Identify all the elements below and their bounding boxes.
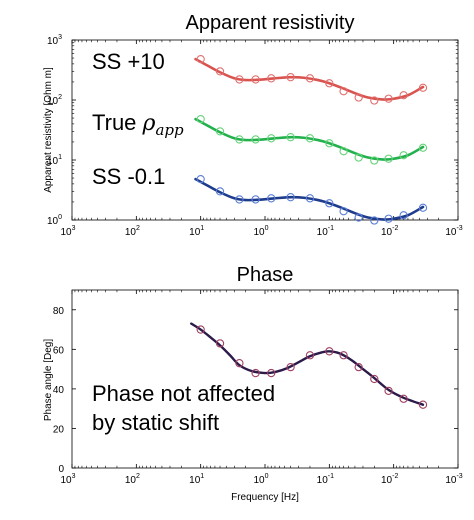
data-point xyxy=(325,347,334,356)
data-point xyxy=(325,199,334,208)
y-tick-label: 20 xyxy=(53,424,65,435)
data-point xyxy=(251,195,260,204)
data-point xyxy=(399,211,408,220)
data-point xyxy=(286,133,295,142)
data-point xyxy=(418,203,428,212)
data-point xyxy=(215,127,225,136)
data-point xyxy=(384,94,393,103)
x-tick-label: 10-3 xyxy=(445,473,462,486)
data-point xyxy=(286,73,295,82)
y-tick-label: 103 xyxy=(47,34,62,47)
data-point xyxy=(370,96,379,105)
data-point xyxy=(305,194,315,203)
data-point xyxy=(235,195,244,204)
x-tick-label: 102 xyxy=(125,225,140,238)
data-point xyxy=(235,75,244,84)
y-tick-label: 102 xyxy=(47,94,62,107)
data-point xyxy=(370,374,379,384)
x-tick-label: 103 xyxy=(60,473,75,486)
data-point xyxy=(354,153,363,162)
x-tick-label: 100 xyxy=(253,473,268,486)
annotation-phase-line-1: Phase not affected xyxy=(92,381,275,406)
plot-frame xyxy=(71,289,459,469)
x-tick-label: 102 xyxy=(125,473,140,486)
annotation-true-rho-app: True ρapp xyxy=(92,110,184,139)
data-point xyxy=(354,213,363,222)
y-axis-label: Apparent resistivity [Ohm m] xyxy=(43,67,54,193)
x-tick-label: 100 xyxy=(253,225,268,238)
data-point xyxy=(305,134,315,143)
data-point xyxy=(399,394,408,403)
x-tick-label: 103 xyxy=(60,225,75,238)
x-axis-label: Frequency [Hz] xyxy=(231,492,299,503)
y-axis-label: Phase angle [Deg] xyxy=(43,339,54,422)
data-point xyxy=(384,386,393,396)
x-tick-label: 10-1 xyxy=(317,225,334,238)
data-point xyxy=(235,359,244,368)
y-tick-label: 80 xyxy=(53,306,65,317)
data-point xyxy=(354,362,363,372)
data-point xyxy=(251,368,260,378)
data-point xyxy=(418,83,428,92)
x-tick-label: 10-2 xyxy=(381,473,398,486)
data-point xyxy=(339,87,348,96)
data-point xyxy=(196,54,205,64)
data-point xyxy=(267,134,276,143)
data-point xyxy=(215,187,225,196)
data-point xyxy=(354,93,363,102)
data-point xyxy=(251,75,260,84)
y-tick-label: 0 xyxy=(58,464,64,475)
data-point xyxy=(215,339,225,348)
data-point xyxy=(267,368,276,378)
data-point xyxy=(384,214,393,223)
series-line xyxy=(194,57,425,101)
data-point xyxy=(196,325,205,334)
data-point xyxy=(267,194,276,203)
y-tick-label: 101 xyxy=(47,154,62,167)
data-point xyxy=(339,207,348,216)
data-point xyxy=(286,193,295,202)
data-point xyxy=(235,135,244,144)
data-point xyxy=(339,147,348,156)
data-point xyxy=(370,216,379,225)
data-point xyxy=(418,400,428,409)
data-point xyxy=(384,154,393,163)
x-tick-label: 101 xyxy=(189,473,204,486)
annotation-phase-line-2: by static shift xyxy=(92,410,219,435)
data-point xyxy=(215,67,225,76)
annotation-ss-plus-10: SS +10 xyxy=(92,49,165,74)
annotation-ss-minus-0-1: SS -0.1 xyxy=(92,164,165,189)
data-point xyxy=(251,135,260,144)
data-point xyxy=(418,143,428,152)
chart-title: Phase xyxy=(237,264,294,286)
data-point xyxy=(196,174,205,184)
phase-chart: Phase Phase angle [Deg] Frequency [Hz] 1… xyxy=(43,264,463,503)
data-point xyxy=(325,79,334,88)
plot-frame xyxy=(71,39,459,221)
data-point xyxy=(196,114,205,124)
data-point xyxy=(325,139,334,148)
series-line xyxy=(194,177,425,221)
y-tick-label: 100 xyxy=(47,214,62,227)
chart-title: Apparent resistivity xyxy=(186,12,355,34)
data-point xyxy=(286,362,295,372)
x-tick-label: 101 xyxy=(189,225,204,238)
y-tick-label: 60 xyxy=(53,345,65,356)
data-point xyxy=(305,351,315,360)
data-point xyxy=(267,74,276,83)
apparent-resistivity-chart: Apparent resistivity Apparent resistivit… xyxy=(43,12,463,238)
x-tick-label: 10-2 xyxy=(381,225,398,238)
data-point xyxy=(399,151,408,160)
x-tick-label: 10-3 xyxy=(445,225,462,238)
data-point xyxy=(399,91,408,100)
x-tick-label: 10-1 xyxy=(317,473,334,486)
data-point xyxy=(339,351,348,360)
data-point xyxy=(305,74,315,83)
series-line xyxy=(194,117,425,161)
y-tick-label: 40 xyxy=(53,385,65,396)
series-line xyxy=(190,322,425,406)
data-point xyxy=(370,156,379,165)
